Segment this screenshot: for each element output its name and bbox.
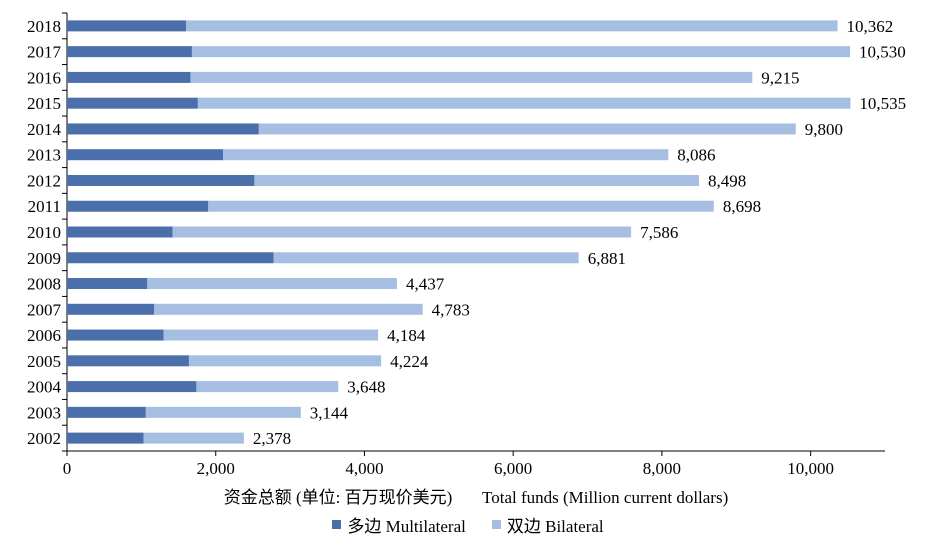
legend-swatch-multilateral <box>332 520 342 529</box>
bar-multilateral <box>67 174 255 186</box>
bar-bilateral <box>273 252 579 264</box>
bar-multilateral <box>67 200 209 212</box>
bar-bilateral <box>185 20 838 32</box>
legend-item-multilateral: 多边 Multilateral <box>332 512 466 537</box>
bar-bilateral <box>188 355 382 367</box>
bar-bilateral <box>147 278 397 290</box>
x-axis-title: 资金总额 (单位: 百万现价美元) Total funds (Million c… <box>224 488 729 507</box>
y-tick-label: 2018 <box>27 17 61 36</box>
bar-multilateral <box>67 406 146 418</box>
bar-bilateral <box>197 97 851 109</box>
bar-bilateral <box>143 432 244 444</box>
bar-bilateral <box>154 303 423 315</box>
y-tick-label: 2005 <box>27 352 61 371</box>
data-label: 4,224 <box>390 352 429 371</box>
legend-swatch-bilateral <box>491 520 501 529</box>
bar-bilateral <box>190 71 753 83</box>
legend-item-bilateral: 双边 Bilateral <box>491 512 604 537</box>
y-tick-label: 2007 <box>27 300 62 319</box>
bar-multilateral <box>67 303 155 315</box>
data-label: 10,362 <box>847 17 894 36</box>
legend-label-multilateral: 多边 Multilateral <box>347 517 466 536</box>
y-tick-label: 2006 <box>27 326 61 345</box>
bar-multilateral <box>67 252 274 264</box>
y-tick-label: 2002 <box>27 429 61 448</box>
x-tick-label: 4,000 <box>345 459 383 478</box>
y-tick-label: 2016 <box>27 68 61 87</box>
legend: 多边 Multilateral 双边 Bilateral <box>0 512 936 537</box>
data-label: 10,530 <box>859 43 906 62</box>
x-tick-label: 10,000 <box>787 459 834 478</box>
bar-multilateral <box>67 278 148 290</box>
data-label: 9,800 <box>805 120 843 139</box>
data-label: 6,881 <box>588 249 626 268</box>
bar-bilateral <box>172 226 632 238</box>
bar-multilateral <box>67 226 173 238</box>
bar-multilateral <box>67 432 144 444</box>
bar-multilateral <box>67 46 192 58</box>
bar-multilateral <box>67 71 191 83</box>
y-tick-label: 2012 <box>27 171 61 190</box>
data-label: 10,535 <box>859 94 906 113</box>
data-label: 4,437 <box>406 275 445 294</box>
data-label: 4,783 <box>432 300 470 319</box>
data-label: 7,586 <box>640 223 678 242</box>
y-tick-label: 2004 <box>27 378 62 397</box>
bar-bilateral <box>223 149 669 161</box>
y-tick-label: 2013 <box>27 146 61 165</box>
y-tick-label: 2017 <box>27 43 62 62</box>
data-label: 8,086 <box>677 146 715 165</box>
stacked-bar-chart: 0 2,000 4,000 6,000 8,000 10,000 2018 10,362 201… <box>27 12 906 507</box>
data-label: 3,144 <box>310 403 349 422</box>
legend-label-bilateral: 双边 Bilateral <box>506 517 604 536</box>
y-tick-label: 2008 <box>27 275 61 294</box>
data-label: 4,184 <box>387 326 426 345</box>
data-label: 8,698 <box>723 197 761 216</box>
data-label: 2,378 <box>253 429 291 448</box>
bar-bilateral <box>145 406 301 418</box>
y-tick-label: 2009 <box>27 249 61 268</box>
y-tick-label: 2014 <box>27 120 62 139</box>
bar-multilateral <box>67 329 164 341</box>
y-tick-label: 2011 <box>28 197 61 216</box>
bar-multilateral <box>67 97 198 109</box>
bar-bilateral <box>208 200 714 212</box>
bar-multilateral <box>67 381 197 393</box>
y-tick-label: 2015 <box>27 94 61 113</box>
x-tick-label: 8,000 <box>643 459 681 478</box>
y-tick-label: 2010 <box>27 223 61 242</box>
bar-multilateral <box>67 149 224 161</box>
bar-multilateral <box>67 123 259 135</box>
data-label: 9,215 <box>761 68 799 87</box>
x-tick-label: 6,000 <box>494 459 532 478</box>
x-tick-label: 0 <box>63 459 72 478</box>
data-label: 3,648 <box>347 378 385 397</box>
bar-bilateral <box>191 46 851 58</box>
bar-bilateral <box>254 174 699 186</box>
y-tick-label: 2003 <box>27 403 61 422</box>
bar-bilateral <box>196 381 339 393</box>
bar-bilateral <box>163 329 379 341</box>
bar-bilateral <box>258 123 796 135</box>
data-label: 8,498 <box>708 171 746 190</box>
bar-multilateral <box>67 20 186 32</box>
bar-multilateral <box>67 355 189 367</box>
x-tick-label: 2,000 <box>197 459 235 478</box>
